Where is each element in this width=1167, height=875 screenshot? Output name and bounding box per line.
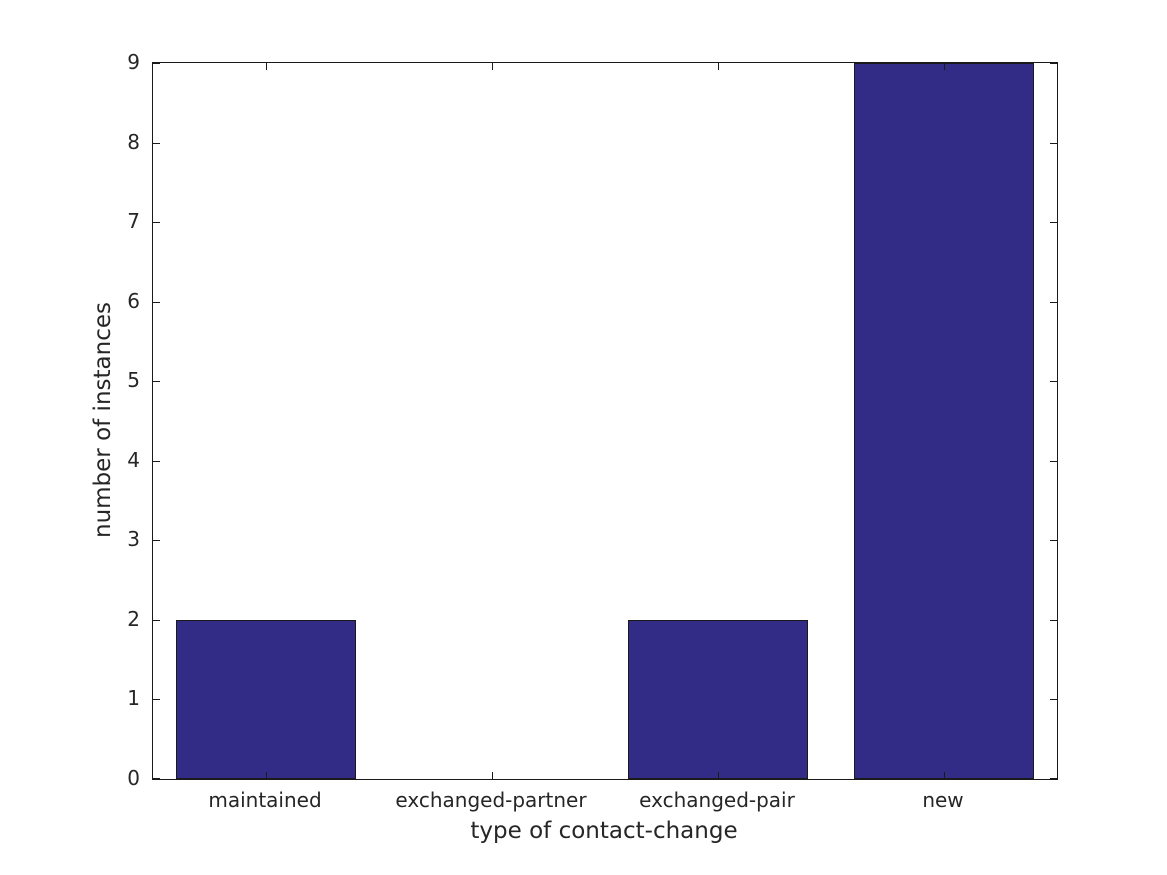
y-tick-left-7 bbox=[153, 222, 160, 224]
x-tick-label-new: new bbox=[922, 788, 964, 812]
y-tick-right-7 bbox=[1050, 222, 1057, 224]
bar-maintained bbox=[175, 619, 357, 779]
y-tick-label-4: 4 bbox=[127, 447, 140, 472]
y-tick-label-8: 8 bbox=[127, 129, 140, 154]
x-tick-label-exchanged-partner: exchanged-partner bbox=[395, 788, 587, 812]
y-tick-left-6 bbox=[153, 301, 160, 303]
x-tick-top-maintained bbox=[266, 63, 267, 70]
y-tick-right-2 bbox=[1050, 619, 1057, 621]
y-tick-right-4 bbox=[1050, 460, 1057, 462]
y-tick-right-1 bbox=[1050, 699, 1057, 701]
y-tick-left-8 bbox=[153, 142, 160, 144]
x-tick-bottom-exchanged-pair bbox=[718, 772, 719, 779]
y-axis-label: number of instances bbox=[90, 302, 116, 538]
y-tick-right-9 bbox=[1050, 63, 1057, 64]
y-tick-label-2: 2 bbox=[127, 606, 140, 631]
x-tick-label-exchanged-pair: exchanged-pair bbox=[639, 788, 795, 812]
y-tick-label-3: 3 bbox=[127, 527, 140, 552]
x-tick-label-maintained: maintained bbox=[208, 788, 322, 812]
y-tick-left-9 bbox=[153, 63, 160, 64]
y-tick-left-1 bbox=[153, 699, 160, 701]
y-tick-left-0 bbox=[153, 778, 160, 779]
x-tick-top-exchanged-pair bbox=[718, 63, 719, 70]
y-tick-label-7: 7 bbox=[127, 209, 140, 234]
y-tick-label-6: 6 bbox=[127, 288, 140, 313]
y-tick-right-8 bbox=[1050, 142, 1057, 144]
y-tick-left-2 bbox=[153, 619, 160, 621]
y-tick-label-0: 0 bbox=[127, 766, 140, 790]
y-tick-right-6 bbox=[1050, 301, 1057, 303]
y-tick-label-9: 9 bbox=[127, 50, 140, 74]
x-tick-bottom-maintained bbox=[266, 772, 267, 779]
plot-area bbox=[152, 62, 1058, 780]
bar-new bbox=[853, 63, 1035, 779]
x-tick-top-exchanged-partner bbox=[492, 63, 493, 70]
y-tick-right-0 bbox=[1050, 778, 1057, 779]
y-tick-label-5: 5 bbox=[127, 368, 140, 393]
y-tick-left-3 bbox=[153, 540, 160, 542]
y-tick-left-5 bbox=[153, 381, 160, 383]
x-tick-bottom-exchanged-partner bbox=[492, 772, 493, 779]
x-axis-label: type of contact-change bbox=[470, 818, 738, 844]
x-tick-bottom-new bbox=[944, 772, 945, 779]
y-tick-label-1: 1 bbox=[127, 686, 140, 711]
y-tick-left-4 bbox=[153, 460, 160, 462]
bar-exchanged-pair bbox=[627, 619, 809, 779]
y-tick-right-5 bbox=[1050, 381, 1057, 383]
x-tick-top-new bbox=[944, 63, 945, 70]
y-tick-right-3 bbox=[1050, 540, 1057, 542]
